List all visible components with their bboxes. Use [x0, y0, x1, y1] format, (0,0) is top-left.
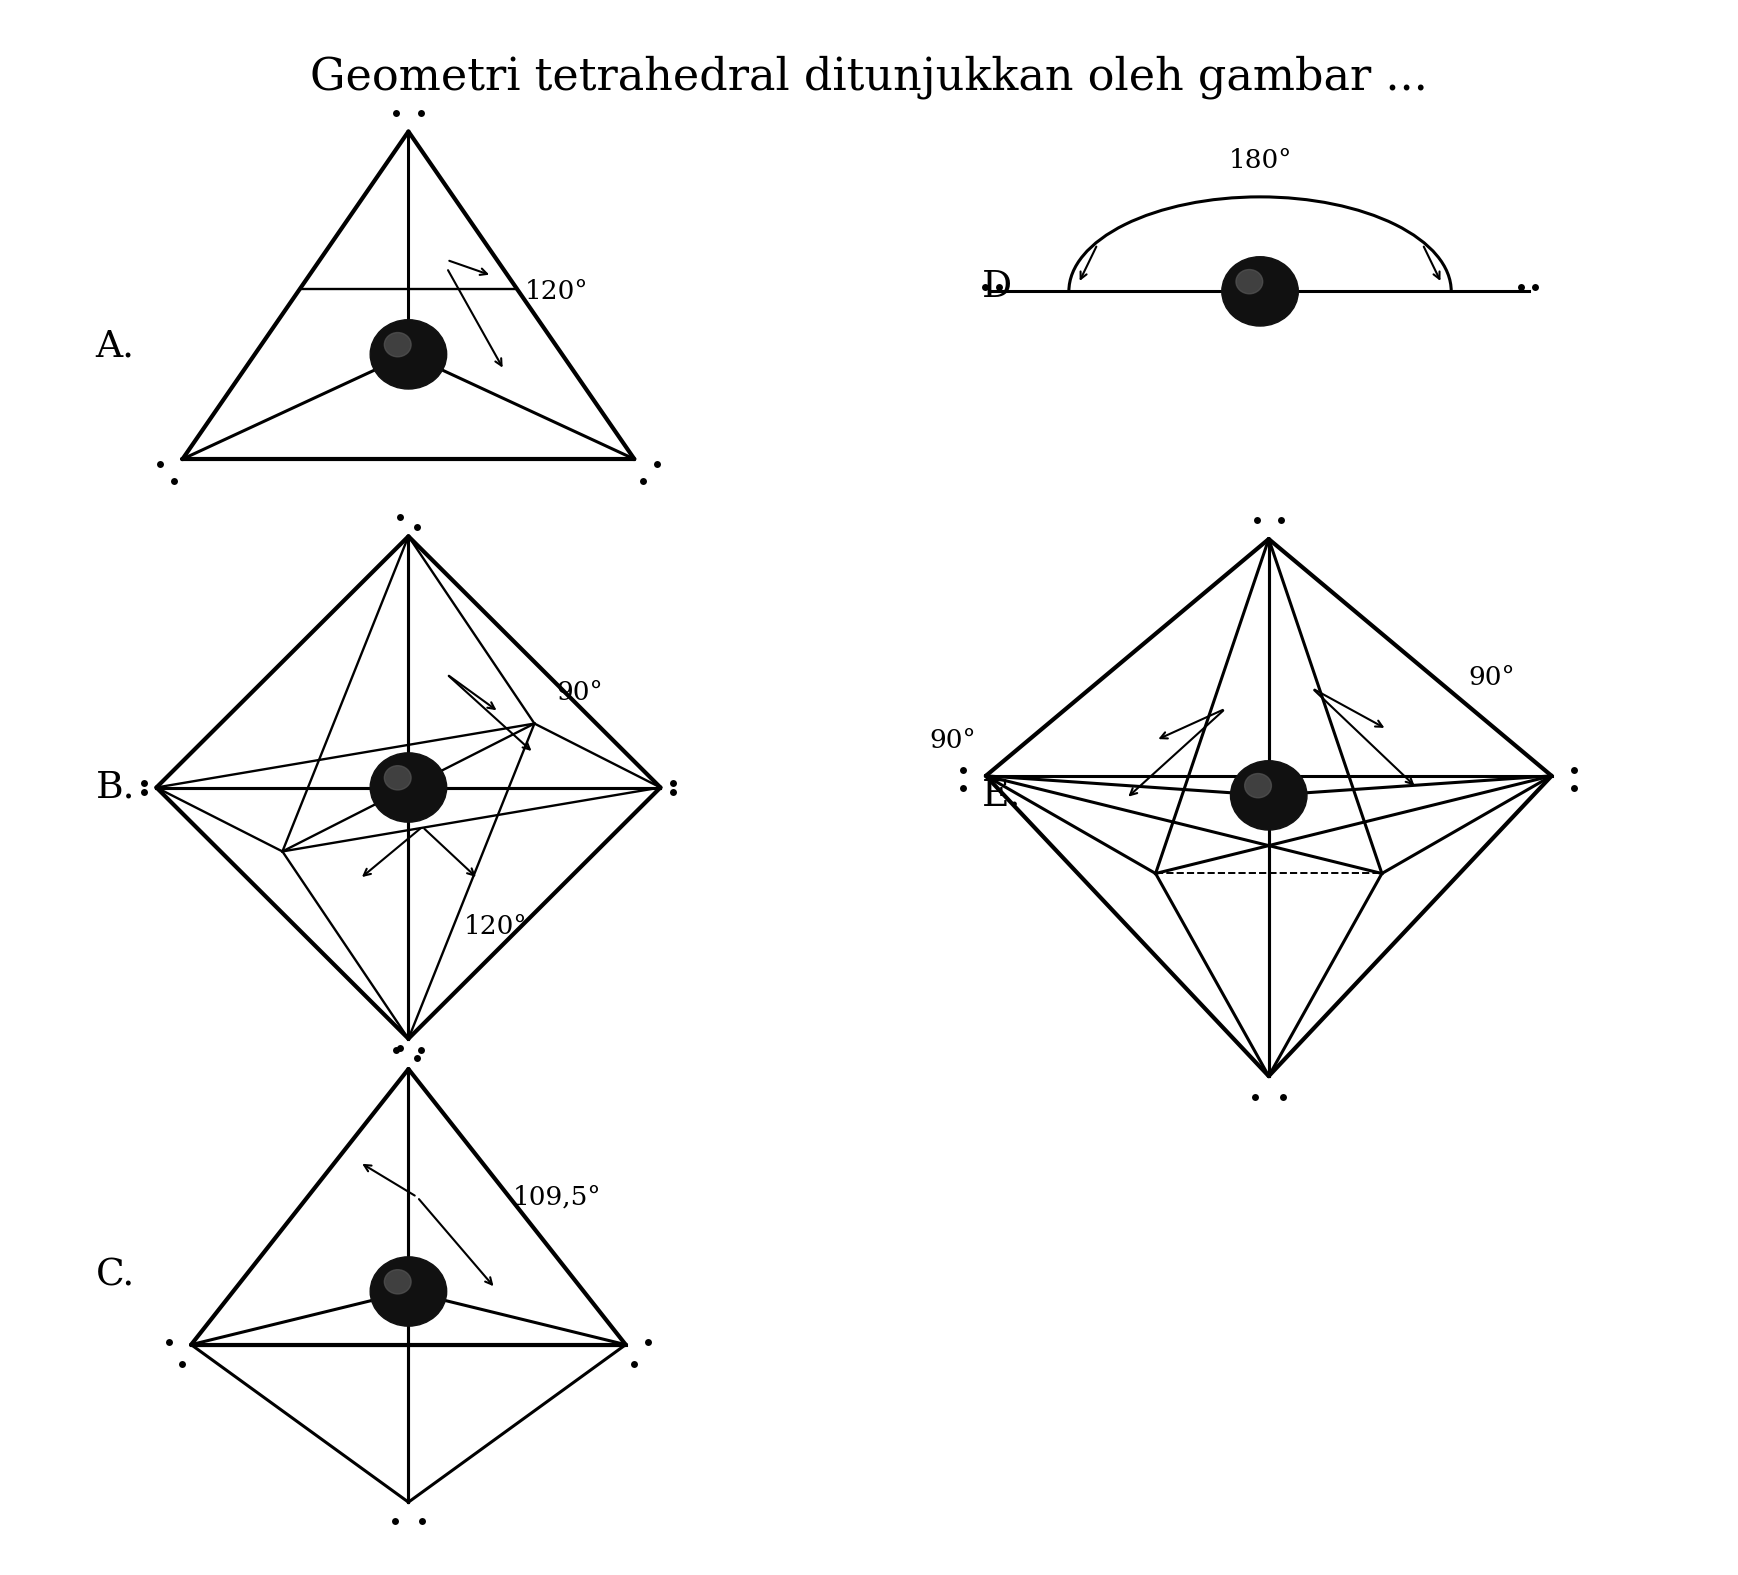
Text: Geometri tetrahedral ditunjukkan oleh gambar ...: Geometri tetrahedral ditunjukkan oleh ga… — [309, 55, 1429, 99]
Text: E.: E. — [982, 778, 1022, 813]
Circle shape — [1231, 761, 1307, 830]
Text: 90°: 90° — [1469, 665, 1516, 690]
Circle shape — [1244, 773, 1272, 799]
Text: 109,5°: 109,5° — [513, 1184, 601, 1210]
Circle shape — [370, 753, 447, 822]
Text: 90°: 90° — [930, 728, 977, 753]
Circle shape — [384, 332, 412, 358]
Circle shape — [384, 765, 412, 791]
Text: D: D — [982, 269, 1012, 304]
Circle shape — [384, 1269, 412, 1295]
Circle shape — [1236, 269, 1264, 295]
Text: C.: C. — [96, 1258, 136, 1293]
Circle shape — [1222, 257, 1298, 326]
Text: 120°: 120° — [464, 913, 528, 939]
Text: A.: A. — [96, 329, 134, 364]
Text: 180°: 180° — [1229, 148, 1291, 173]
Text: 90°: 90° — [556, 680, 603, 706]
Circle shape — [370, 320, 447, 389]
Text: 120°: 120° — [525, 279, 589, 304]
Text: B.: B. — [96, 770, 136, 805]
Circle shape — [370, 1257, 447, 1326]
